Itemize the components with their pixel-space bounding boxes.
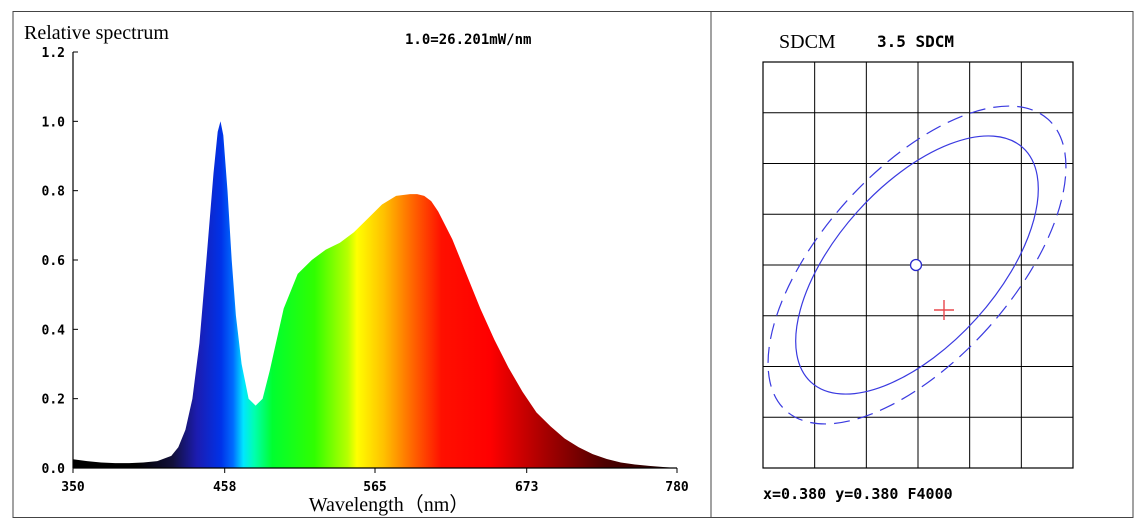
spectrum-area [73, 121, 677, 469]
sdcm-value: 3.5 SDCM [877, 32, 954, 51]
sdcm-footer: x=0.380 y=0.380 F4000 [763, 485, 953, 503]
outer-border [12, 11, 1134, 518]
y-tick-label: 0.2 [42, 393, 65, 408]
x-tick-label: 673 [515, 480, 538, 495]
y-tick-label: 0.4 [42, 323, 66, 338]
y-tick-label: 0.0 [42, 462, 66, 477]
spectrum-scale-label: 1.0=26.201mW/nm [405, 32, 531, 48]
y-tick-label: 0.6 [42, 254, 66, 269]
x-tick-label: 350 [61, 480, 85, 495]
x-tick-label: 780 [665, 480, 689, 495]
sdcm-center-marker [909, 258, 923, 272]
y-tick-label: 1.0 [42, 115, 66, 130]
spectrum-chart: Relative spectrum 1.0=26.201mW/nm 0.0 0.2… [24, 22, 689, 516]
y-tick-label: 1.2 [42, 46, 65, 61]
x-tick-label: 565 [363, 480, 386, 495]
x-ticks: 350 458 565 673 780 [61, 468, 689, 495]
y-tick-label: 0.8 [42, 185, 66, 200]
sdcm-ellipse-outer [767, 105, 1067, 425]
measured-point-marker [934, 300, 954, 320]
spectrum-title: Relative spectrum [24, 22, 169, 44]
sdcm-chart: SDCM 3.5 SDCM x=0.380 y=0.380 F4000 [762, 31, 1074, 503]
x-axis-label: Wavelength（nm） [309, 493, 470, 516]
sdcm-ellipse-inner [795, 135, 1039, 395]
y-ticks: 0.0 0.2 0.4 0.6 0.8 1.0 1.2 [42, 46, 78, 477]
x-tick-label: 458 [213, 480, 237, 495]
sdcm-title: SDCM [779, 31, 836, 53]
